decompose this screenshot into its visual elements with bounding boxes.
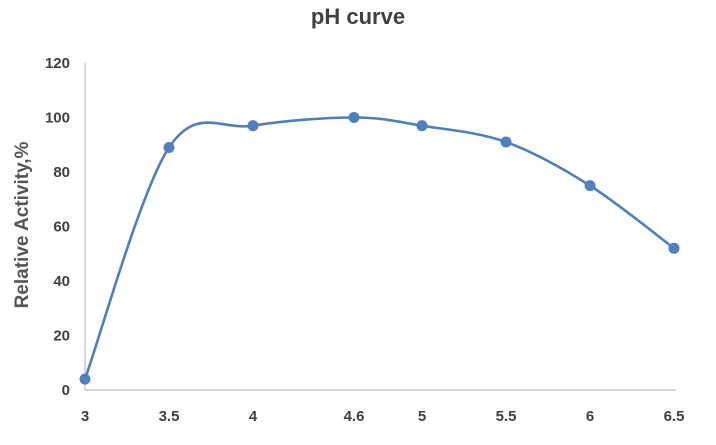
data-point: [79, 373, 91, 385]
y-tick-label: 20: [53, 328, 70, 345]
y-tick-labels: 0 20 40 60 80 100 120: [45, 55, 70, 399]
series-layer: [79, 112, 680, 385]
x-tick-label: 5: [418, 408, 426, 425]
y-tick-label: 120: [45, 55, 70, 72]
data-point: [584, 180, 596, 192]
y-tick-label: 0: [62, 382, 70, 399]
y-tick-label: 100: [45, 110, 70, 127]
y-axis-label: Relative Activity,%: [12, 141, 33, 308]
x-tick-label: 6: [586, 408, 594, 425]
x-tick-labels: 3 3.5 4 4.6 5 5.5 6 6.5: [81, 408, 685, 425]
data-point: [668, 242, 680, 254]
data-point: [500, 136, 512, 148]
y-tick-label: 60: [53, 219, 70, 236]
x-tick-label: 3.5: [159, 408, 180, 425]
series-line: [83, 116, 675, 380]
data-point: [416, 120, 428, 132]
data-point: [348, 112, 360, 123]
y-tick-label: 80: [53, 164, 70, 181]
x-tick-label: 4.6: [344, 408, 365, 425]
x-tick-label: 6.5: [664, 408, 685, 425]
y-tick-label: 40: [53, 273, 70, 290]
x-tick-label: 3: [81, 408, 89, 425]
x-tick-label: 5.5: [496, 408, 517, 425]
data-point: [163, 141, 175, 153]
x-tick-label: 4: [249, 408, 258, 425]
chart-title: pH curve: [311, 4, 405, 29]
data-point: [247, 120, 259, 132]
